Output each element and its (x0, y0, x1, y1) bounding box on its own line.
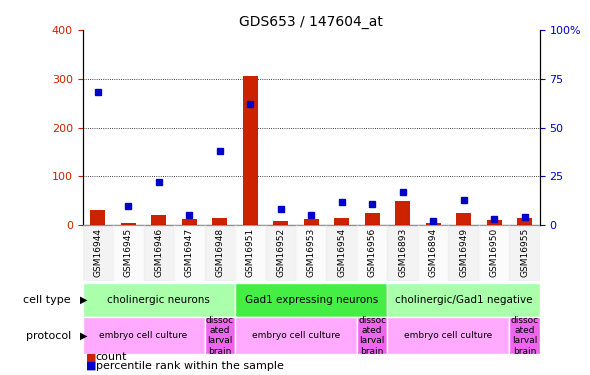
Text: GSM16950: GSM16950 (490, 228, 499, 277)
Bar (235, 225, 266, 281)
Bar (83, 283, 235, 317)
Text: dissoc
ated
larval
brain: dissoc ated larval brain (358, 315, 386, 356)
Bar (151, 215, 166, 225)
Text: dissoc
ated
larval
brain: dissoc ated larval brain (206, 315, 234, 356)
Text: percentile rank within the sample: percentile rank within the sample (96, 361, 283, 370)
Bar (418, 225, 448, 281)
Bar (296, 225, 326, 281)
Bar (266, 225, 296, 281)
Bar (242, 76, 258, 225)
Text: GSM16951: GSM16951 (246, 228, 255, 277)
Text: cell type: cell type (23, 295, 71, 305)
Text: GSM16953: GSM16953 (307, 228, 316, 277)
Bar (388, 225, 418, 281)
Text: GSM16948: GSM16948 (215, 228, 224, 277)
Text: GSM16954: GSM16954 (337, 228, 346, 277)
Bar (212, 217, 227, 225)
Bar (357, 317, 388, 354)
Bar (174, 225, 205, 281)
Bar (83, 317, 205, 354)
Title: GDS653 / 147604_at: GDS653 / 147604_at (240, 15, 383, 29)
Text: GSM16894: GSM16894 (429, 228, 438, 277)
Text: GSM16893: GSM16893 (398, 228, 407, 277)
Text: GSM16945: GSM16945 (124, 228, 133, 277)
Text: ■: ■ (86, 361, 96, 370)
Bar (326, 225, 357, 281)
Bar (235, 317, 357, 354)
Bar (235, 283, 388, 317)
Text: embryo cell culture: embryo cell culture (404, 331, 493, 340)
Bar (487, 220, 502, 225)
Bar (304, 219, 319, 225)
Text: GSM16949: GSM16949 (459, 228, 468, 277)
Bar (509, 317, 540, 354)
Text: GSM16955: GSM16955 (520, 228, 529, 277)
Bar (388, 317, 509, 354)
Bar (479, 225, 509, 281)
Bar (425, 223, 441, 225)
Bar (334, 217, 349, 225)
Text: Gad1 expressing neurons: Gad1 expressing neurons (245, 295, 378, 305)
Bar (365, 213, 380, 225)
Bar (90, 210, 106, 225)
Bar (182, 219, 197, 225)
Text: GSM16947: GSM16947 (185, 228, 194, 277)
Text: dissoc
ated
larval
brain: dissoc ated larval brain (510, 315, 539, 356)
Bar (143, 225, 174, 281)
Text: ■: ■ (86, 352, 96, 362)
Bar (456, 213, 471, 225)
Bar (509, 225, 540, 281)
Text: ▶: ▶ (80, 331, 87, 340)
Bar (83, 225, 113, 281)
Text: protocol: protocol (25, 331, 71, 340)
Bar (273, 221, 289, 225)
Text: GSM16944: GSM16944 (93, 228, 102, 277)
Bar (395, 201, 410, 225)
Bar (113, 225, 143, 281)
Text: cholinergic/Gad1 negative: cholinergic/Gad1 negative (395, 295, 532, 305)
Text: count: count (96, 352, 127, 362)
Bar (205, 225, 235, 281)
Bar (448, 225, 479, 281)
Text: embryo cell culture: embryo cell culture (100, 331, 188, 340)
Text: GSM16946: GSM16946 (155, 228, 163, 277)
Bar (205, 317, 235, 354)
Bar (357, 225, 388, 281)
Text: GSM16952: GSM16952 (276, 228, 285, 277)
Bar (517, 217, 532, 225)
Bar (388, 283, 540, 317)
Text: ▶: ▶ (80, 295, 87, 305)
Text: GSM16956: GSM16956 (368, 228, 376, 277)
Text: cholinergic neurons: cholinergic neurons (107, 295, 210, 305)
Text: embryo cell culture: embryo cell culture (252, 331, 340, 340)
Bar (121, 223, 136, 225)
